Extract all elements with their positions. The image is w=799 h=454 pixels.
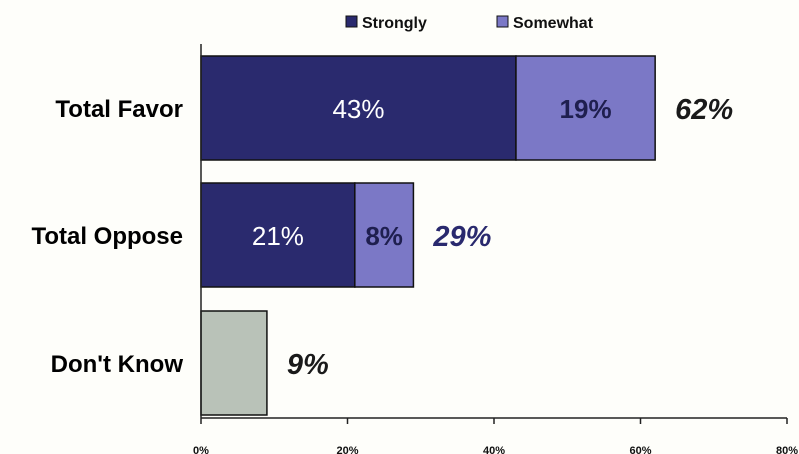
bar-segment bbox=[200, 310, 268, 416]
legend-swatch bbox=[345, 15, 358, 28]
total-label: 9% bbox=[287, 349, 329, 381]
bar-segment bbox=[200, 55, 517, 161]
x-tick-label: 60% bbox=[629, 445, 651, 454]
legend-swatch bbox=[496, 15, 509, 28]
x-axis: 0% 20% 40% 60% 80% bbox=[193, 44, 798, 454]
legend-label: Strongly bbox=[362, 15, 427, 32]
x-tick-label: 20% bbox=[336, 445, 358, 454]
bar-segment bbox=[200, 182, 356, 288]
legend: Strongly Somewhat bbox=[345, 15, 594, 32]
total-label: 29% bbox=[432, 221, 491, 253]
category-labels: Total Favor Total Oppose Don't Know bbox=[31, 96, 183, 378]
total-label: 62% bbox=[675, 94, 733, 126]
x-tick-label: 0% bbox=[193, 445, 209, 454]
bar-segment bbox=[515, 55, 656, 161]
x-tick-label: 80% bbox=[776, 445, 798, 454]
category-label: Don't Know bbox=[51, 351, 184, 378]
data-label: 8% bbox=[365, 221, 403, 251]
category-label: Total Favor bbox=[55, 96, 183, 123]
bar-segment bbox=[354, 182, 415, 288]
data-label: 21% bbox=[252, 221, 304, 251]
category-label: Total Oppose bbox=[31, 223, 183, 250]
x-tick-label: 40% bbox=[483, 445, 505, 454]
data-label: 43% bbox=[332, 94, 384, 124]
legend-label: Somewhat bbox=[513, 15, 594, 32]
data-label: 19% bbox=[560, 94, 612, 124]
bars: 43% 19% 62% 21% 8% 29% 9% bbox=[200, 55, 733, 416]
